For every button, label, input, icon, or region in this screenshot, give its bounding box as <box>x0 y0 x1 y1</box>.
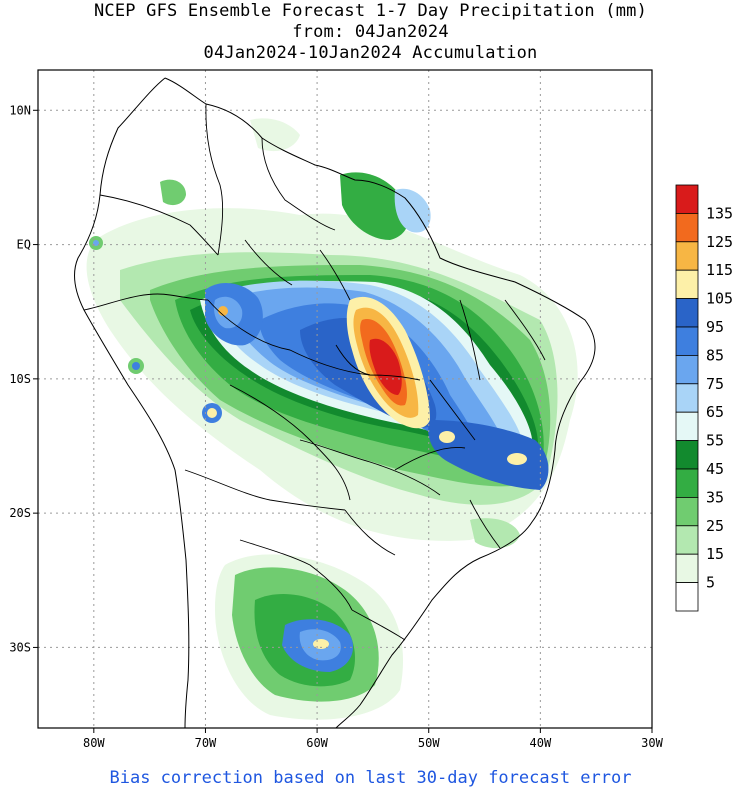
lat-tick-label: 10N <box>9 103 31 117</box>
legend-color-swatch <box>675 553 699 584</box>
map-title: NCEP GFS Ensemble Forecast 1-7 Day Preci… <box>93 1 648 21</box>
latitude-axis: 10N EQ 10S 20S 30S <box>9 103 38 654</box>
legend-color-swatch <box>675 496 699 527</box>
legend-label: 135 <box>706 204 733 222</box>
legend-color-swatch <box>675 269 699 300</box>
longitude-axis: 80W 70W 60W 50W 40W 30W <box>83 728 664 750</box>
lat-tick-label: 30S <box>9 640 31 654</box>
legend-label: 65 <box>706 403 724 421</box>
legend-label: 75 <box>706 375 724 393</box>
legend-label: 85 <box>706 346 724 364</box>
bias-correction-note: Bias correction based on last 30-day for… <box>109 768 632 788</box>
legend-label: 15 <box>706 545 724 563</box>
legend-label: 105 <box>706 290 733 308</box>
precipitation-legend: 135 125 115 105 95 85 75 65 55 45 35 25 15 5 <box>675 184 733 612</box>
lon-tick-label: 80W <box>83 736 105 750</box>
lat-tick-label: 10S <box>9 372 31 386</box>
map-gridlines <box>38 70 652 728</box>
legend-color-swatch <box>675 298 699 328</box>
legend-color-swatch <box>675 326 699 356</box>
legend-label: 5 <box>706 574 715 592</box>
legend-color-swatch <box>675 468 699 498</box>
legend-color-swatch <box>675 212 699 243</box>
coastline <box>74 77 596 728</box>
legend-label: 35 <box>706 488 724 506</box>
legend-color-swatch <box>675 582 699 612</box>
lon-tick-label: 50W <box>418 736 440 750</box>
lon-tick-label: 60W <box>306 736 328 750</box>
lon-tick-label: 30W <box>641 736 663 750</box>
legend-label: 125 <box>706 233 733 251</box>
legend-label: 95 <box>706 318 724 336</box>
legend-label: 115 <box>706 261 733 279</box>
legend-label: 25 <box>706 517 724 535</box>
forecast-start-date: from: 04Jan2024 <box>292 22 449 42</box>
legend-label: 45 <box>706 460 724 478</box>
legend-label: 55 <box>706 432 724 450</box>
legend-color-swatch <box>675 354 699 385</box>
lat-tick-label: 20S <box>9 506 31 520</box>
lat-tick-label: EQ <box>17 238 31 252</box>
legend-color-swatch <box>675 411 699 442</box>
lon-tick-label: 40W <box>530 736 552 750</box>
legend-color-swatch <box>675 383 699 413</box>
map-frame <box>37 69 653 729</box>
legend-color-swatch <box>675 184 699 214</box>
legend-color-swatch <box>675 241 699 271</box>
legend-color-swatch <box>675 525 699 555</box>
map-plot-area <box>38 70 652 728</box>
lon-tick-label: 70W <box>195 736 217 750</box>
legend-color-swatch <box>675 440 699 470</box>
accumulation-period: 04Jan2024-10Jan2024 Accumulation <box>203 43 538 63</box>
precipitation-shading <box>86 118 578 720</box>
country-borders <box>83 103 546 641</box>
